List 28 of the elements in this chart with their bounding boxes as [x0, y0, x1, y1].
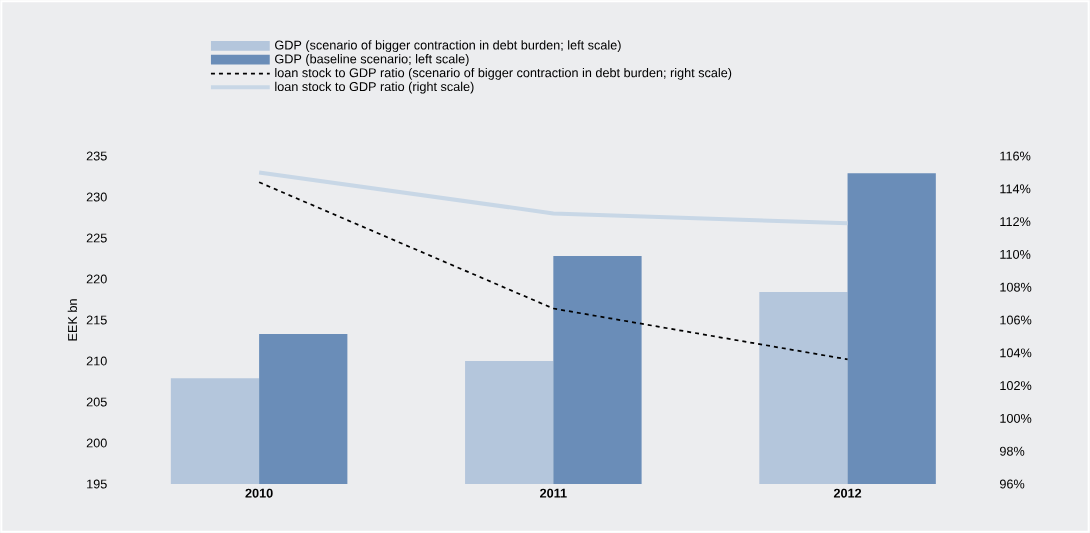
y-tick-label: 230	[86, 192, 107, 202]
y-tick-label: 195	[87, 479, 107, 489]
y-axis-title: EEK bn	[67, 299, 77, 341]
y2-tick-label: 106%	[1000, 315, 1032, 325]
y-tick-label: 235	[86, 151, 107, 161]
y-tick-label: 205	[86, 397, 107, 407]
legend-label: GDP (scenario of bigger contraction in debt burden; left scale)	[275, 40, 621, 53]
y2-tick-label: 98%	[999, 446, 1025, 456]
y2-tick-label: 102%	[1000, 381, 1032, 391]
y-tick-label: 210	[86, 356, 107, 366]
x-tick-label: 2010	[245, 488, 273, 498]
legend-label: loan stock to GDP ratio (right scale)	[275, 81, 474, 94]
y2-tick-label: 116%	[1000, 151, 1031, 161]
legend-label: GDP (baseline scenario; left scale)	[275, 54, 469, 66]
y-tick-label: 200	[86, 438, 107, 448]
y2-tick-label: 112%	[1000, 217, 1031, 227]
y-tick-label: 225	[86, 233, 107, 243]
y2-tick-label: 100%	[1000, 413, 1032, 423]
y-tick-label: 215	[86, 315, 107, 325]
x-tick-label: 2011	[540, 488, 567, 498]
y2-tick-label: 108%	[1000, 282, 1032, 292]
legend-label: loan stock to GDP ratio (scenario of bigger contraction in debt burden; right scale)	[275, 67, 732, 80]
y2-tick-label: 114%	[1000, 184, 1031, 194]
x-tick-label: 2012	[833, 488, 862, 498]
y2-tick-label: 110%	[1000, 249, 1031, 259]
y2-tick-label: 96%	[999, 479, 1025, 489]
y2-tick-label: 104%	[1000, 348, 1032, 358]
y-tick-label: 220	[86, 274, 107, 284]
